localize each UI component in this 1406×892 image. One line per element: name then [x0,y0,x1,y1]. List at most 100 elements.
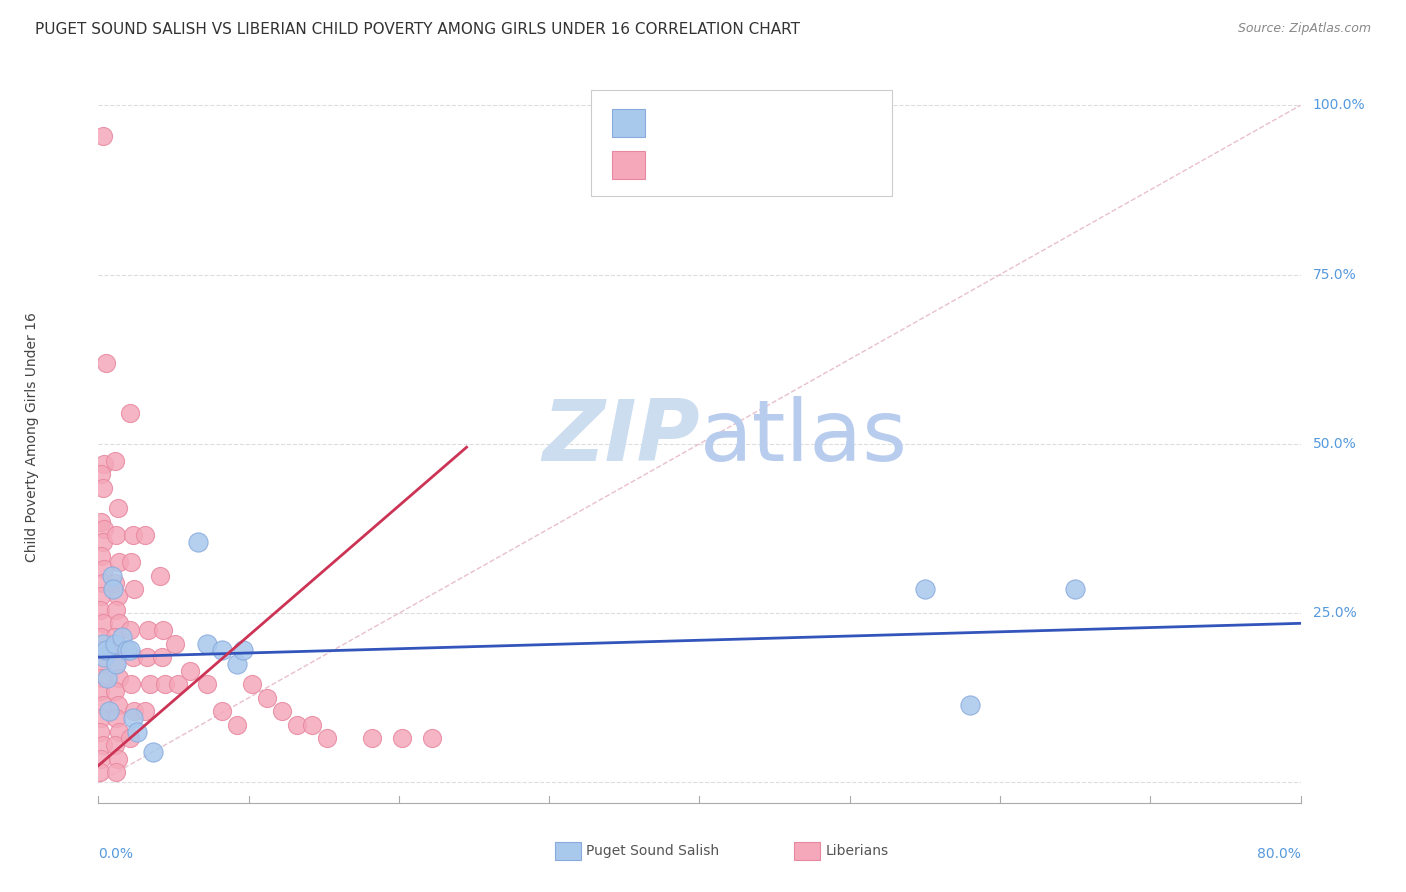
Point [104,684,127,698]
Point [91,657,114,671]
Point [256,690,278,705]
Point [108,616,131,631]
Point [94,643,117,657]
Point [107,643,129,657]
Point [232,643,254,657]
Point [285,718,308,732]
Text: 75.0%: 75.0% [1313,268,1357,282]
Point [165,637,187,651]
Point [96,671,118,685]
Point [104,575,127,590]
Point [122,528,145,542]
Point [118,643,141,657]
Point [105,711,128,725]
Point [107,698,129,712]
Point [195,677,218,691]
Point [101,569,124,583]
Point [122,650,145,665]
Point [93,457,115,471]
Point [105,657,128,671]
Text: R =  0.487   N = 75: R = 0.487 N = 75 [658,158,814,172]
Bar [794,842,820,860]
Point [104,738,127,752]
Point [91,738,114,752]
Point [134,528,156,542]
Point [91,575,114,590]
Point [90,549,112,563]
Point [138,677,160,691]
Point [167,677,190,691]
Text: Source: ZipAtlas.com: Source: ZipAtlas.com [1237,22,1371,36]
Point [105,603,128,617]
Point [240,677,263,691]
Point [301,718,323,732]
Point [105,657,128,671]
Point [118,623,141,637]
Text: Liberians: Liberians [825,844,889,858]
Point [134,705,156,719]
Point [104,454,127,468]
Point [141,745,163,759]
Point [108,671,131,685]
Point [315,731,337,746]
Text: R =  0.102   N = 23: R = 0.102 N = 23 [658,116,814,131]
Point [149,569,172,583]
Point [124,582,146,597]
Point [122,711,145,725]
FancyBboxPatch shape [612,110,645,137]
Point [108,555,131,569]
Point [111,630,134,644]
Point [105,528,128,542]
Text: 0.0%: 0.0% [98,847,134,861]
Point [104,637,127,651]
Point [121,677,143,691]
Point [118,731,141,746]
Point [107,501,129,516]
Point [152,623,174,637]
Bar [555,842,581,860]
Point [89,643,111,657]
Point [225,718,247,732]
FancyBboxPatch shape [592,90,891,195]
Point [90,711,112,725]
Point [89,603,111,617]
Point [105,765,128,780]
Point [107,752,129,766]
Point [91,535,114,549]
Point [93,650,115,665]
Point [91,128,114,143]
Point [121,555,143,569]
Text: Child Poverty Among Girls Under 16: Child Poverty Among Girls Under 16 [25,312,39,562]
Text: ZIP: ZIP [541,395,699,479]
Point [90,630,112,644]
Point [90,515,112,529]
Text: 100.0%: 100.0% [1313,98,1365,112]
Point [89,684,111,698]
Point [1064,582,1087,597]
Text: 50.0%: 50.0% [1313,437,1357,450]
Point [90,589,112,603]
Point [104,630,127,644]
Point [187,535,209,549]
Point [179,664,201,678]
Point [124,705,146,719]
Point [225,657,247,671]
Point [94,355,117,369]
Point [108,724,131,739]
Point [270,705,292,719]
Point [93,521,115,535]
Point [91,481,114,495]
Point [107,589,129,603]
Point [135,650,157,665]
Point [195,637,218,651]
Text: 80.0%: 80.0% [1257,847,1301,861]
Point [90,671,112,685]
Point [391,731,413,746]
Point [420,731,443,746]
Point [150,650,173,665]
Point [89,765,111,780]
Point [93,562,115,576]
Point [211,643,233,657]
Point [91,637,114,651]
Point [959,698,981,712]
